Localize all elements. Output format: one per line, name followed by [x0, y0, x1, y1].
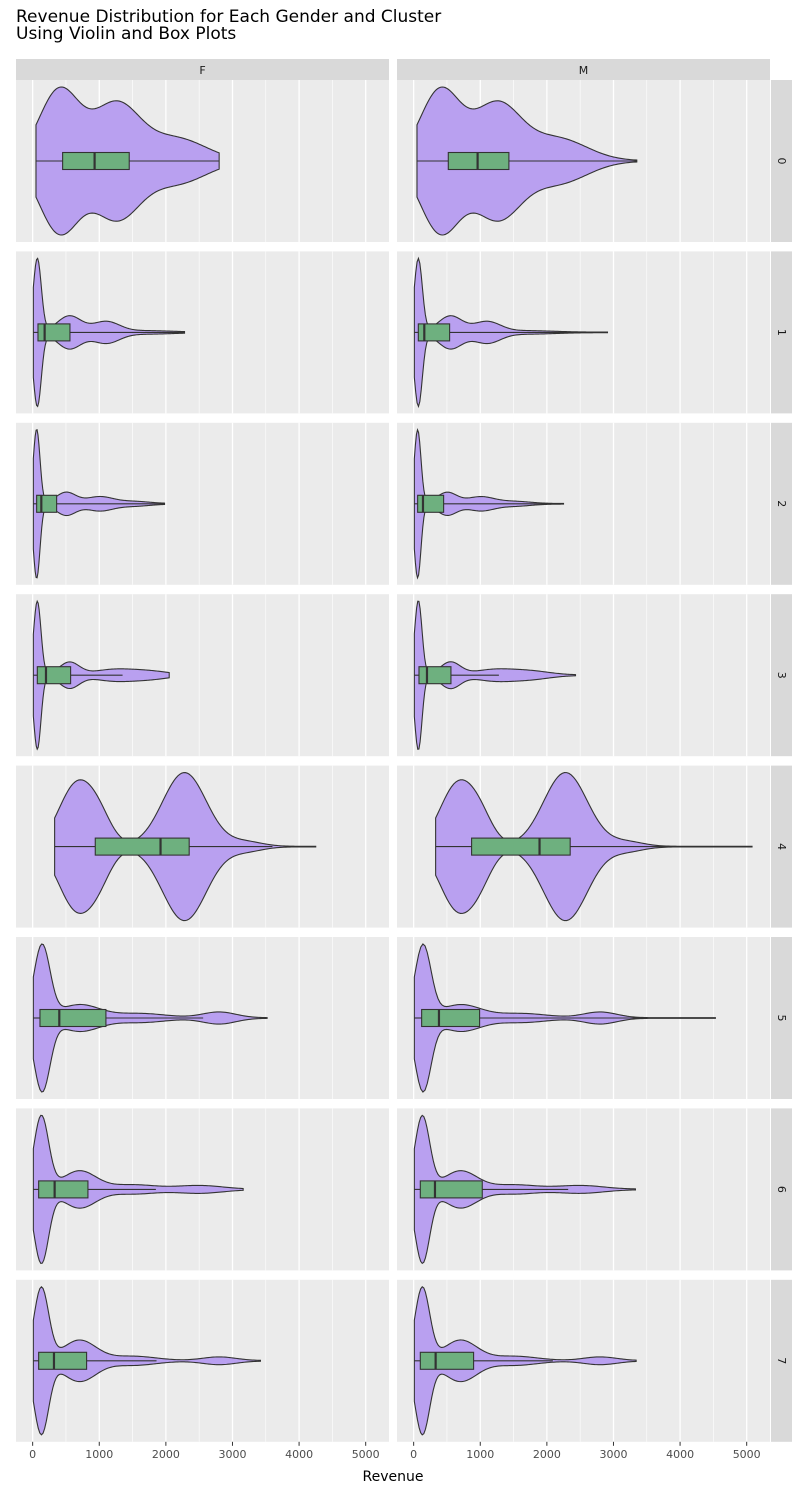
row-strip-7	[771, 1279, 792, 1442]
x-tick-label: 2000	[533, 1448, 561, 1461]
x-tick-label: 1000	[85, 1448, 113, 1461]
box-F-6	[38, 1180, 89, 1199]
box-F-7	[38, 1351, 88, 1370]
row-strip-label-4: 4	[775, 843, 788, 850]
column-strip-M	[397, 59, 770, 80]
column-strip-F	[16, 59, 389, 80]
x-tick-label: 0	[410, 1448, 417, 1461]
x-tick-label: 2000	[152, 1448, 180, 1461]
row-strip-label-2: 2	[775, 500, 788, 507]
box-M-4	[471, 837, 571, 856]
x-tick-label: 4000	[666, 1448, 694, 1461]
box-M-2	[417, 494, 445, 513]
row-strip-2	[771, 422, 792, 585]
x-tick-label: 3000	[218, 1448, 246, 1461]
facet-panels: F M 0 1 2 3 4 5 6 7 0 1000 2000 3000 4000 5000 0 1000 2000…	[16, 59, 792, 1461]
box-F-1	[37, 323, 71, 342]
box-F-3	[36, 666, 72, 685]
row-strip-label-7: 7	[775, 1357, 788, 1364]
box-F-5	[39, 1008, 107, 1028]
row-strip-0	[771, 80, 792, 242]
row-strip-4	[771, 765, 792, 928]
row-strip-label-0: 0	[775, 158, 788, 165]
x-axis-title: Revenue	[363, 1469, 424, 1485]
box-M-3	[418, 666, 452, 685]
column-strip-label-M: M	[579, 64, 589, 77]
box-M-5	[421, 1008, 481, 1028]
x-tick-label: 0	[29, 1448, 36, 1461]
row-strip-1	[771, 251, 792, 414]
x-tick-label: 4000	[285, 1448, 313, 1461]
x-tick-label: 5000	[352, 1448, 380, 1461]
x-tick-label: 1000	[466, 1448, 494, 1461]
box-M-6	[419, 1180, 483, 1199]
box-M-7	[419, 1351, 475, 1370]
x-tick-label: 5000	[733, 1448, 761, 1461]
chart-title-line-2: Using Violin and Box Plots	[16, 24, 236, 44]
row-strip-label-3: 3	[775, 672, 788, 679]
column-strip-label-F: F	[199, 64, 205, 77]
row-strip-6	[771, 1108, 792, 1271]
row-strip-label-6: 6	[775, 1186, 788, 1193]
row-strip-label-1: 1	[775, 329, 788, 336]
box-M-1	[417, 323, 451, 342]
row-strip-5	[771, 937, 792, 1099]
box-F-2	[36, 494, 58, 513]
x-tick-label: 3000	[599, 1448, 627, 1461]
box-F-4	[94, 837, 190, 856]
box-F-0	[62, 151, 130, 171]
chart-title-line-1: Revenue Distribution for Each Gender and…	[16, 7, 441, 27]
row-strip-3	[771, 594, 792, 757]
row-strip-label-5: 5	[775, 1015, 788, 1022]
